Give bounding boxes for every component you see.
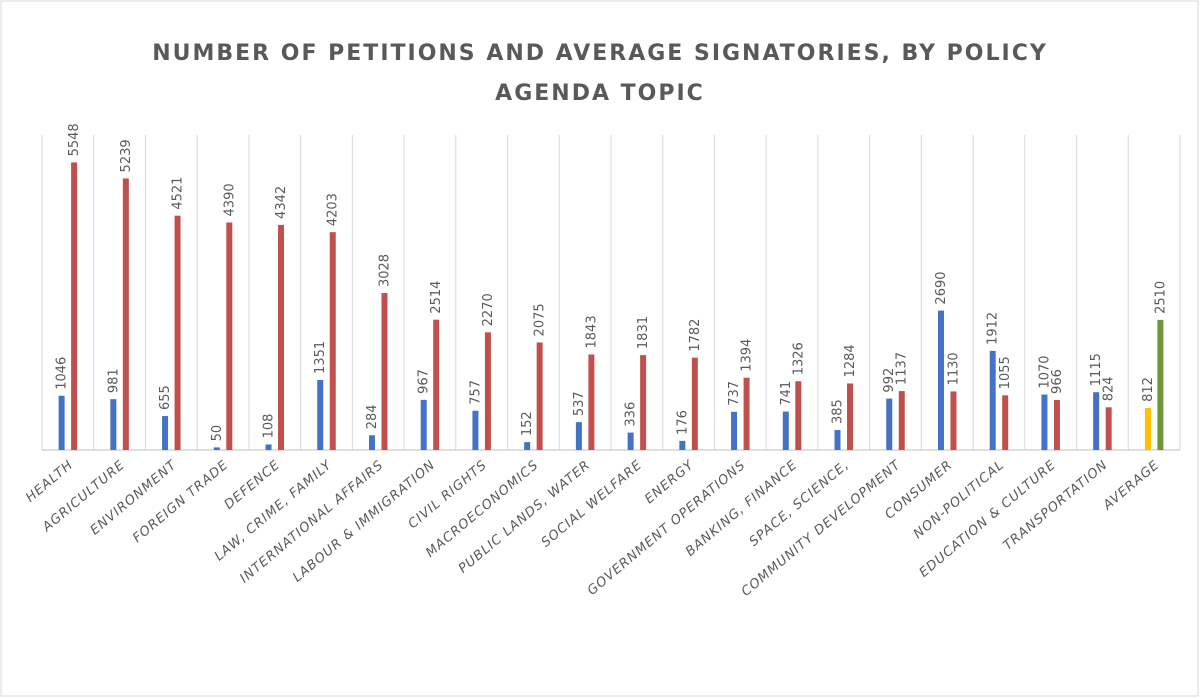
bar	[536, 342, 543, 450]
data-label: 284	[365, 404, 380, 429]
data-label: 5239	[119, 139, 134, 172]
data-label: 4521	[171, 177, 186, 210]
bar	[847, 383, 854, 450]
x-tick-label: NON-POLITICAL	[911, 458, 1008, 542]
bar	[110, 399, 117, 450]
bar	[484, 332, 491, 450]
data-label: 741	[779, 381, 794, 406]
bar	[226, 222, 233, 450]
data-label: 1831	[636, 316, 651, 349]
x-tick-label: TRANSPORTATION	[1001, 458, 1111, 554]
bar	[1144, 407, 1151, 450]
bar	[329, 232, 336, 450]
bar	[886, 398, 893, 450]
bar	[588, 354, 595, 450]
data-label: 1055	[998, 356, 1013, 389]
bar	[1002, 395, 1009, 450]
data-label: 992	[882, 368, 897, 393]
bar	[691, 357, 698, 450]
bar	[278, 224, 285, 450]
bar	[575, 422, 582, 450]
data-label: 152	[520, 411, 535, 436]
bar	[1157, 319, 1164, 450]
data-label: 50	[210, 425, 225, 442]
data-label: 4203	[326, 193, 341, 226]
data-label: 824	[1102, 376, 1117, 401]
data-label: 108	[262, 414, 277, 439]
data-label: 981	[106, 368, 121, 393]
data-label: 1843	[584, 315, 599, 348]
data-label: 1070	[1037, 355, 1052, 388]
data-label: 2510	[1153, 281, 1168, 314]
data-label: 2075	[533, 303, 548, 336]
data-label: 655	[158, 385, 173, 410]
bar	[795, 381, 802, 450]
bar	[524, 442, 531, 450]
data-label: 385	[831, 399, 846, 424]
data-label: 1782	[688, 319, 703, 352]
data-label: 1115	[1089, 353, 1104, 386]
data-label: 336	[624, 402, 639, 427]
bar	[162, 416, 169, 450]
bar	[743, 377, 750, 450]
data-label: 1326	[791, 342, 806, 375]
bar	[640, 355, 647, 450]
data-label: 1130	[946, 352, 961, 385]
bar	[1053, 399, 1060, 450]
data-label: 1394	[740, 339, 755, 372]
bar	[679, 440, 686, 450]
x-tick-label: FOREIGN TRADE	[130, 458, 231, 547]
data-label: 176	[675, 410, 690, 435]
bar	[1041, 394, 1048, 450]
bar	[58, 395, 65, 450]
data-label: 967	[417, 369, 432, 394]
data-label: 537	[572, 391, 587, 416]
bar	[317, 379, 324, 450]
data-label: 1137	[895, 352, 910, 385]
data-label: 966	[1050, 369, 1065, 394]
bar	[1105, 407, 1112, 450]
bar	[937, 310, 944, 450]
bar	[122, 178, 129, 450]
data-label: 3028	[377, 254, 392, 287]
x-tick-label: SPACE, SCIENCE,	[747, 458, 853, 550]
bar	[950, 391, 957, 450]
data-label: 1351	[313, 341, 328, 374]
x-tick-label: AVERAGE	[1100, 458, 1163, 514]
data-label: 1912	[986, 312, 1001, 345]
data-label: 812	[1141, 377, 1156, 402]
data-label: 4342	[274, 186, 289, 219]
data-label: 2690	[934, 271, 949, 304]
data-label: 737	[727, 381, 742, 406]
bar	[265, 444, 272, 450]
bar	[213, 447, 220, 450]
bar	[782, 411, 789, 450]
data-label: 4390	[222, 183, 237, 216]
x-tick-label: SOCIAL WELFARE	[539, 458, 646, 551]
bar	[731, 411, 738, 450]
bar	[472, 410, 479, 450]
bar	[433, 319, 440, 450]
x-tick-label: ENVIRONMENT	[88, 458, 180, 539]
chart-title: NUMBER OF PETITIONS AND AVERAGE SIGNATOR…	[152, 41, 1048, 106]
bar	[898, 391, 905, 450]
bar	[1093, 392, 1100, 450]
data-label: 1046	[55, 357, 70, 390]
data-label: 2514	[429, 281, 444, 314]
data-label: 5548	[67, 123, 82, 156]
bar	[834, 430, 841, 450]
data-label: 1284	[843, 344, 858, 377]
data-label: 757	[468, 380, 483, 405]
bar	[368, 435, 375, 450]
bar	[381, 293, 388, 450]
bar	[989, 350, 996, 450]
bar	[174, 215, 181, 450]
data-label: 2270	[481, 293, 496, 326]
bar	[627, 432, 634, 450]
bar	[420, 399, 427, 450]
bar	[71, 162, 78, 451]
